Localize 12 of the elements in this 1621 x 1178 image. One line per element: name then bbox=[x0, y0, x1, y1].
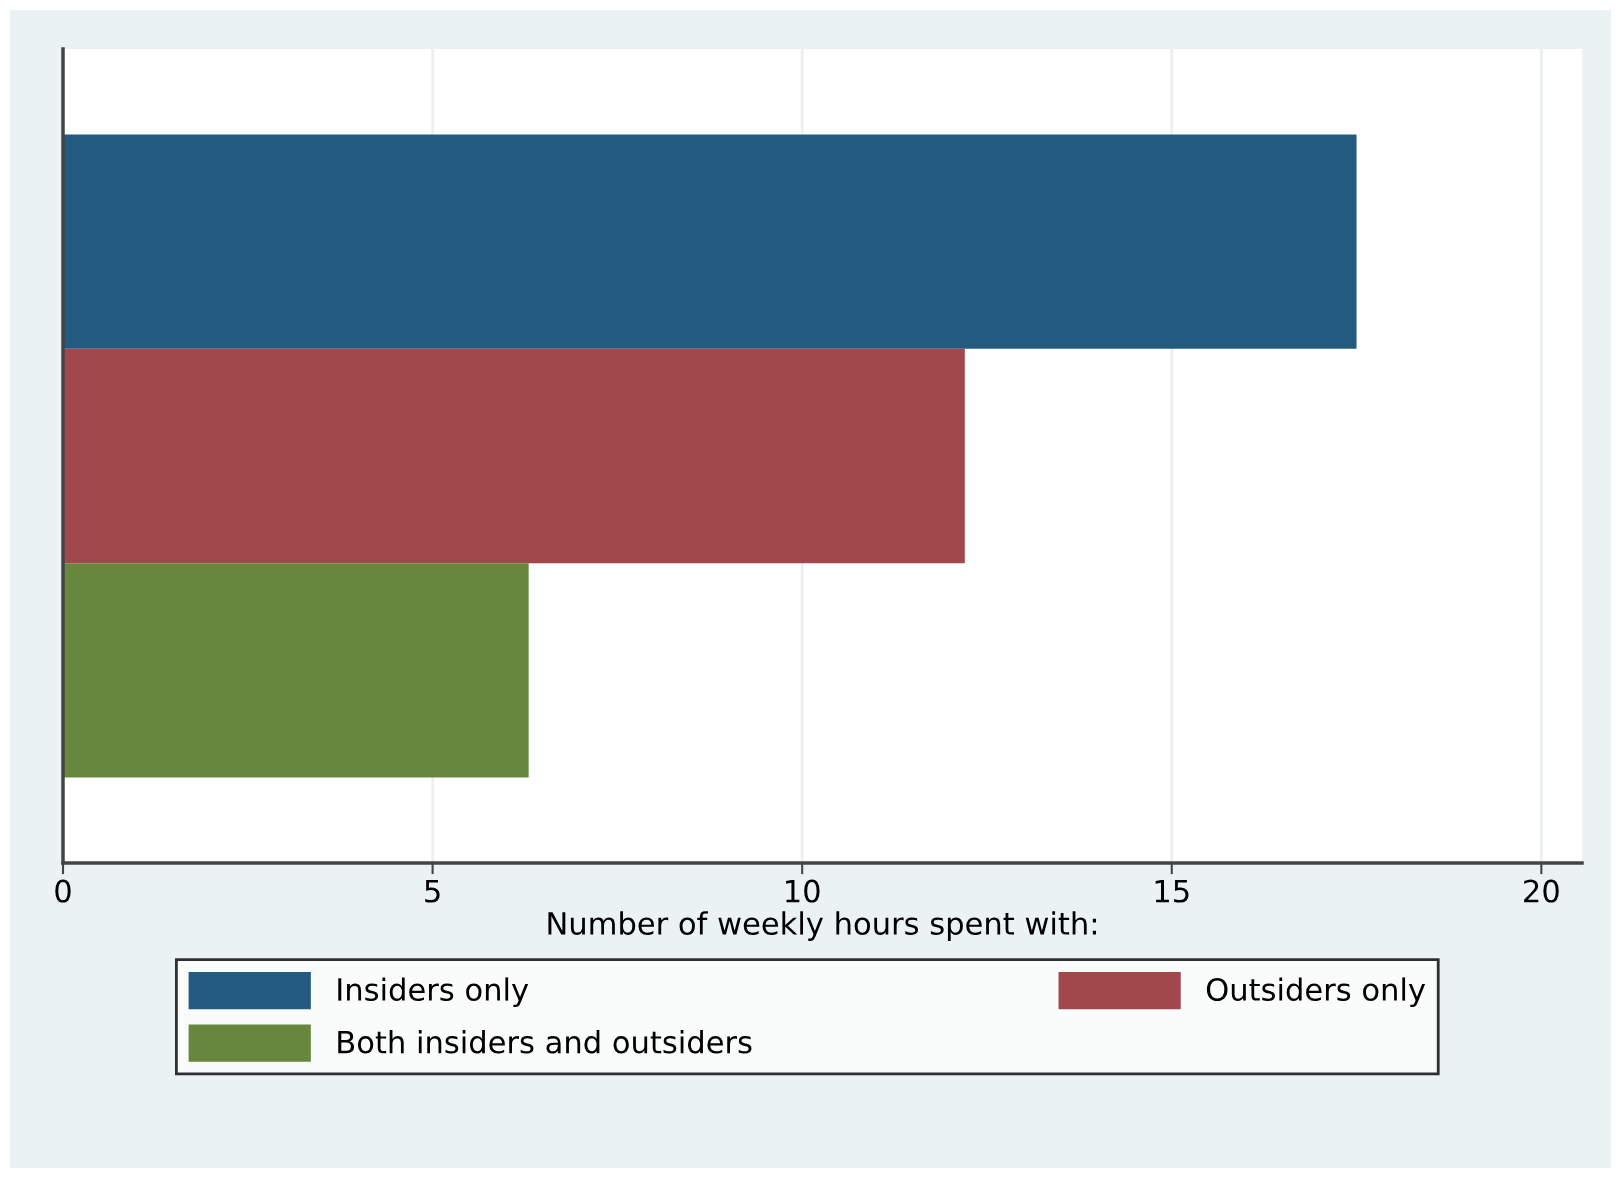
legend-label: Insiders only bbox=[338, 977, 529, 1007]
x-axis-title: Number of weekly hours spent with: bbox=[548, 911, 1096, 941]
legend-label: Both insiders and outsiders bbox=[338, 1029, 752, 1054]
bar bbox=[63, 134, 1357, 349]
bar bbox=[63, 563, 529, 778]
x-tick-label: 15 bbox=[1155, 879, 1189, 903]
x-tick-label: 5 bbox=[425, 879, 440, 903]
legend-label: Outsiders only bbox=[1206, 977, 1426, 1007]
x-tick-label: 10 bbox=[786, 879, 820, 903]
x-tick-label: 20 bbox=[1524, 879, 1559, 903]
x-tick-label: 0 bbox=[55, 879, 71, 903]
bar bbox=[63, 348, 965, 564]
